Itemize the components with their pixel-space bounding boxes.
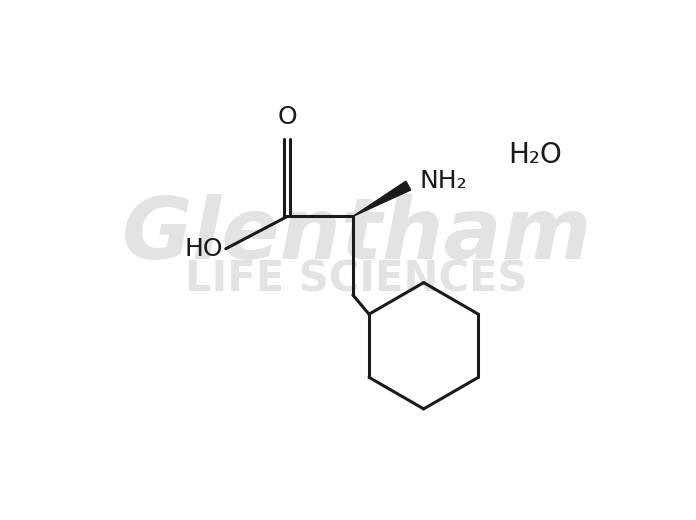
Text: Glentham: Glentham <box>122 194 592 277</box>
Text: H₂O: H₂O <box>508 141 562 169</box>
Polygon shape <box>353 181 411 216</box>
Text: LIFE SCIENCES: LIFE SCIENCES <box>185 258 528 301</box>
Text: HO: HO <box>184 237 223 261</box>
Text: O: O <box>278 105 297 128</box>
Text: NH₂: NH₂ <box>419 169 467 193</box>
